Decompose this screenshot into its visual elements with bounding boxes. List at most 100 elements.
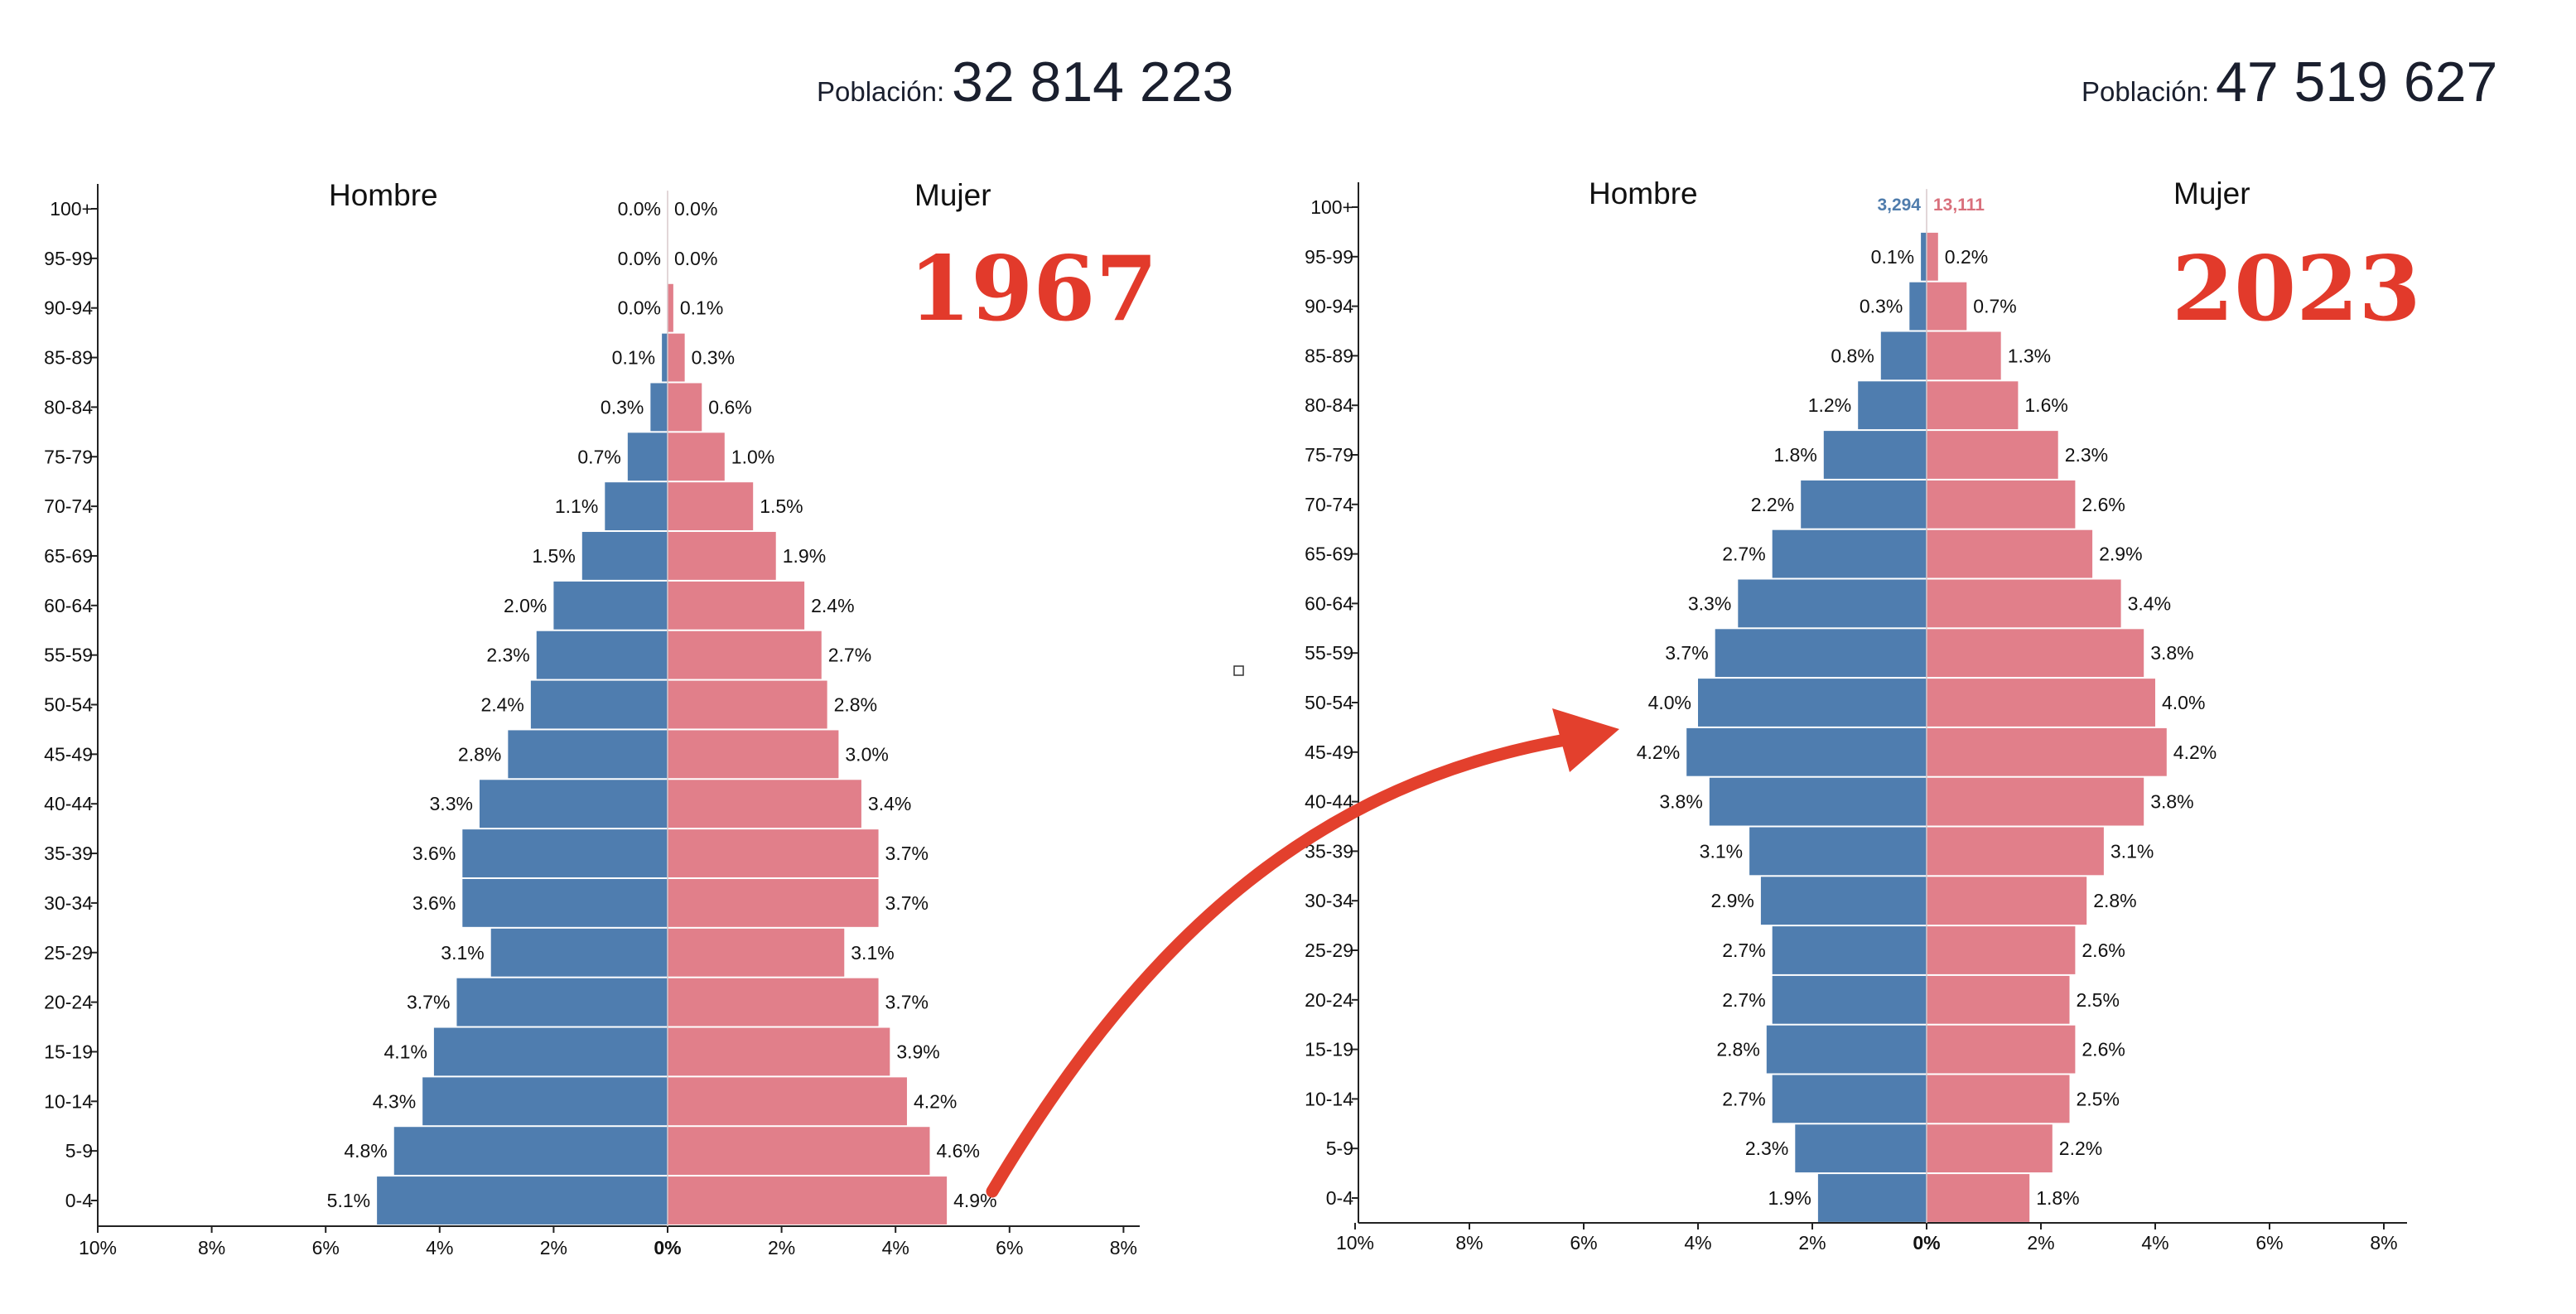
bar-female (1927, 926, 2076, 974)
age-tick-label: 40-44 (1305, 791, 1353, 813)
value-label-male: 1.2% (1808, 394, 1851, 416)
value-label-female: 4.6% (936, 1140, 979, 1162)
value-label-female: 0.0% (674, 198, 717, 220)
bar-female (1927, 1124, 2053, 1173)
bar-female (668, 1127, 930, 1176)
age-tick-label: 10-14 (44, 1090, 93, 1112)
value-label-male: 3.3% (1688, 592, 1731, 614)
age-tick-label: 75-79 (44, 446, 93, 467)
age-tick-label: 0-4 (1326, 1187, 1353, 1209)
bar-female (668, 1176, 948, 1225)
bar-female (1927, 331, 2001, 380)
value-label-male: 0.0% (618, 198, 661, 220)
value-label-female: 2.2% (2059, 1138, 2102, 1159)
value-label-female: 3.0% (845, 743, 888, 765)
bar-female (1927, 431, 2058, 479)
value-label-female: 2.8% (834, 694, 877, 716)
population-label-2023: Población: (2082, 76, 2209, 107)
age-tick-label: 85-89 (44, 347, 93, 369)
age-tick-label: 80-84 (1305, 394, 1353, 416)
value-label-male: 1.9% (1768, 1187, 1811, 1209)
value-label-female: 4.2% (914, 1090, 957, 1112)
age-tick-label: 5-9 (1326, 1138, 1353, 1159)
bar-female (668, 780, 861, 828)
value-label-female: 2.5% (2077, 1088, 2120, 1109)
bar-male (1709, 777, 1927, 826)
age-tick-label: 40-44 (44, 793, 93, 814)
age-tick-label: 30-34 (44, 892, 93, 914)
value-label-male: 2.9% (1710, 890, 1754, 911)
bar-male (1760, 877, 1927, 925)
x-tick-label: 4% (882, 1237, 909, 1258)
age-tick-label: 65-69 (44, 545, 93, 567)
bar-male (462, 878, 668, 927)
pyramid-2023: 100+ 95-99 0.1% 0.2% 90-94 0.3% 0.7% 85-89 0.8% 1… (1305, 182, 2407, 1254)
value-label-female: 1.0% (731, 446, 774, 467)
value-label-female: 1.8% (2036, 1187, 2079, 1209)
value-label-female: 3.9% (896, 1041, 939, 1062)
age-tick-label: 70-74 (44, 495, 93, 517)
value-label-female: 2.3% (2065, 444, 2108, 466)
value-label-male: 3.7% (1665, 642, 1708, 664)
bar-male (1801, 480, 1927, 529)
age-tick-label: 25-29 (1305, 940, 1353, 961)
value-label-female: 3.4% (2128, 592, 2171, 614)
bar-female (1927, 629, 2144, 678)
bar-female (668, 1077, 907, 1126)
x-tick-label: 4% (1684, 1232, 1711, 1254)
bar-male (1698, 679, 1927, 727)
value-label-male: 3.7% (407, 992, 450, 1013)
bar-male (479, 780, 668, 828)
population-value-2023: 47 519 627 (2216, 51, 2497, 114)
male-label-1967: Hombre (329, 178, 438, 212)
value-label-female: 0.3% (692, 347, 735, 369)
value-label-male: 2.7% (1722, 1088, 1765, 1109)
bar-female (1927, 1075, 2070, 1123)
bar-male (536, 630, 668, 679)
x-tick-label: 4% (2141, 1232, 2168, 1254)
bar-male (1880, 331, 1927, 380)
x-tick-label: 8% (198, 1237, 225, 1258)
age-tick-label: 85-89 (1305, 345, 1353, 366)
x-tick-label: 6% (312, 1237, 340, 1258)
x-tick-label: 6% (2255, 1232, 2283, 1254)
value-label-female: 0.7% (1973, 296, 2016, 317)
value-label-male: 4.2% (1637, 742, 1680, 763)
bar-female (668, 383, 702, 432)
x-tick-label: 0% (1913, 1232, 1940, 1254)
x-tick-label: 10% (79, 1237, 117, 1258)
value-label-female: 2.7% (828, 645, 871, 666)
value-label-male: 2.3% (1745, 1138, 1788, 1159)
age-tick-label: 15-19 (44, 1041, 93, 1062)
value-label-female: 2.6% (2082, 940, 2125, 961)
female-label-1967: Mujer (914, 178, 991, 212)
value-label-male: 0.0% (618, 297, 661, 319)
bar-male (581, 532, 668, 580)
bar-male (1795, 1124, 1927, 1173)
bar-male (650, 383, 668, 432)
bar-male (393, 1127, 668, 1176)
bar-female (1927, 679, 2155, 727)
value-label-male: 3.3% (430, 793, 473, 814)
x-tick-label: 10% (1336, 1232, 1374, 1254)
value-label-male: 1.1% (555, 495, 598, 517)
value-label-male: 0.3% (601, 396, 644, 418)
age-tick-label: 95-99 (44, 248, 93, 269)
bar-female (668, 878, 879, 927)
age-tick-label: 20-24 (44, 992, 93, 1013)
age-tick-label: 5-9 (65, 1140, 93, 1162)
value-label-female: 2.8% (2093, 890, 2136, 911)
x-tick-label: 4% (426, 1237, 453, 1258)
bar-male (508, 730, 668, 779)
value-label-female: 1.6% (2024, 394, 2067, 416)
value-label-male: 2.7% (1722, 989, 1765, 1011)
x-tick-label: 0% (654, 1237, 681, 1258)
value-label-female: 3.7% (885, 892, 929, 914)
bar-female (668, 680, 827, 729)
arrow-head-icon (1552, 708, 1619, 772)
bar-female (1927, 579, 2121, 628)
bar-female (668, 283, 673, 332)
value-label-female: 4.0% (2162, 692, 2205, 713)
bar-male (1686, 727, 1927, 776)
value-label-male: 1.5% (532, 545, 575, 567)
